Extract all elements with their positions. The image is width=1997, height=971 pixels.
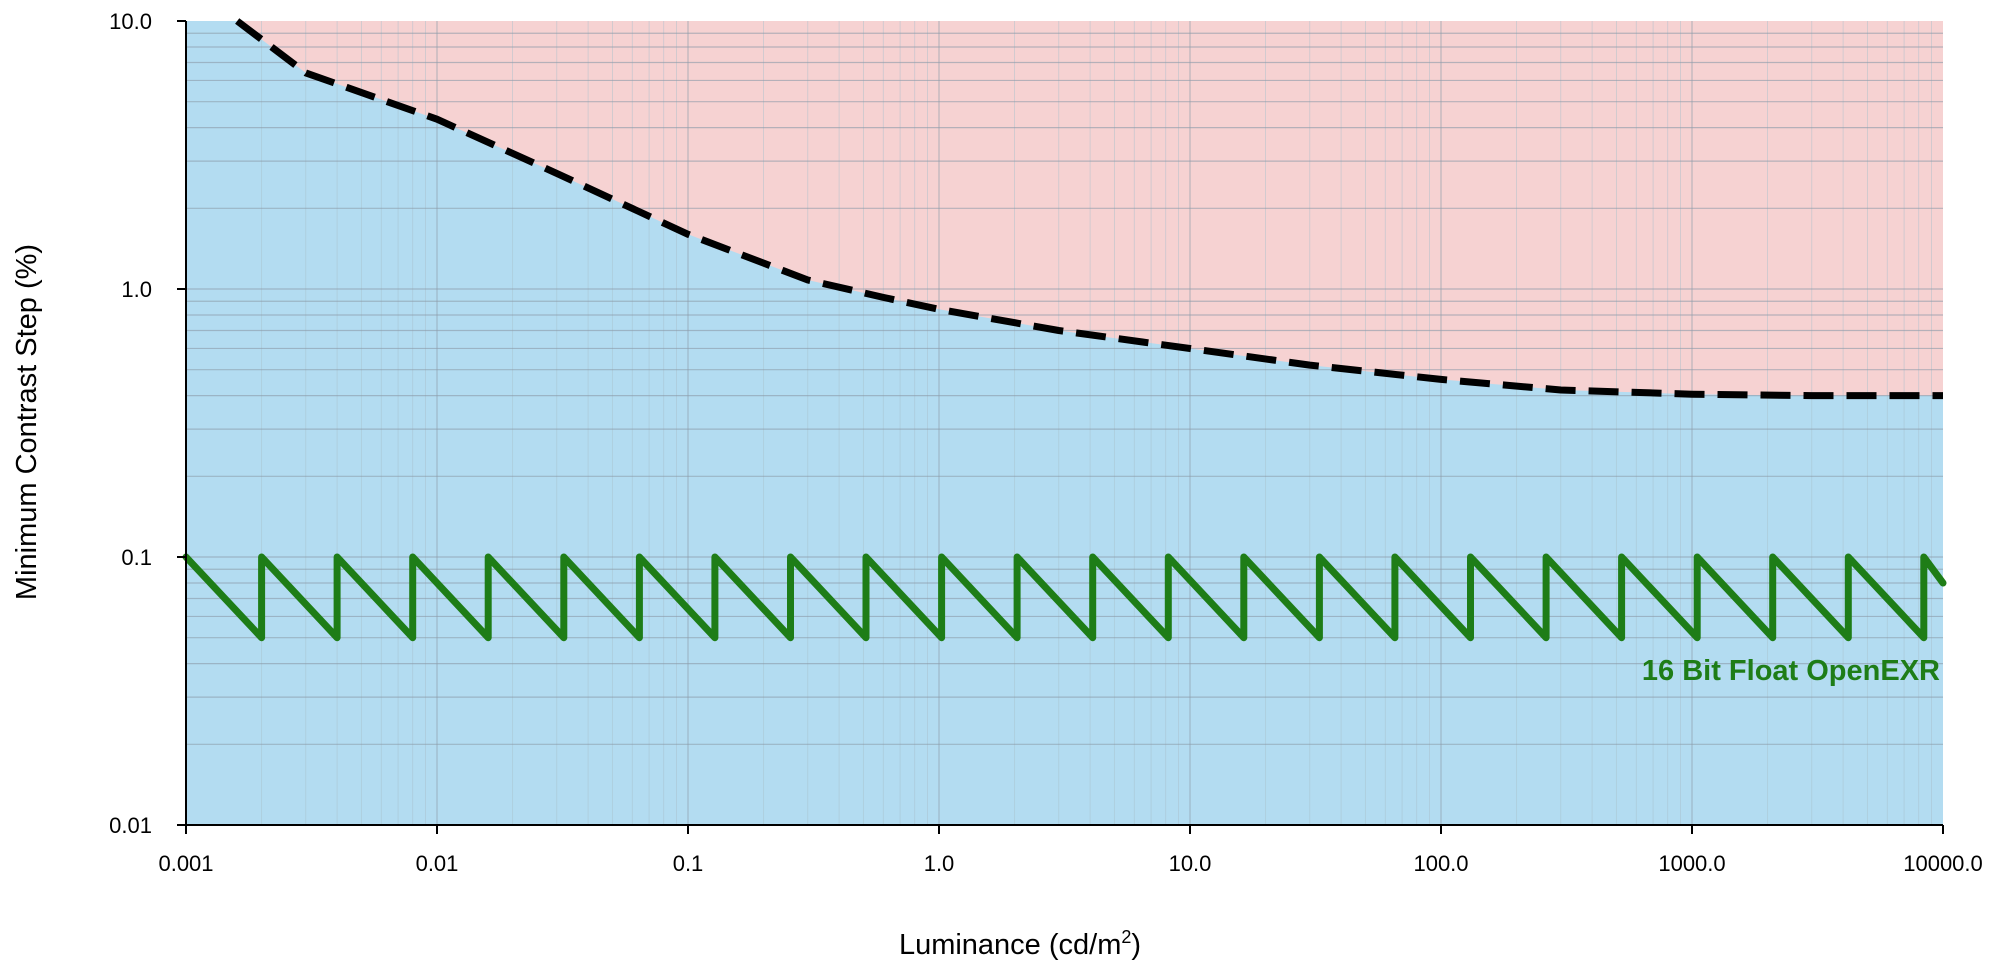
chart-curves <box>182 18 1947 642</box>
y-axis-title: Minimum Contrast Step (%) <box>11 244 43 600</box>
x-axis-title-text: Luminance (cd/m <box>899 929 1121 961</box>
x-tick-label: 0.1 <box>673 851 704 876</box>
chart-regions <box>186 21 1943 825</box>
y-tick-label: 0.01 <box>109 813 152 838</box>
y-tick-label: 1.0 <box>121 277 152 302</box>
series-label: 16 Bit Float OpenEXR <box>1642 655 1940 687</box>
x-tick-label: 1000.0 <box>1658 851 1725 876</box>
x-axis-title-suffix: ) <box>1131 929 1141 961</box>
threshold-curve <box>235 18 1943 400</box>
chart-axes <box>177 20 1944 834</box>
chart-grid <box>186 21 1943 825</box>
y-tick-label: 0.1 <box>121 545 152 570</box>
x-tick-label: 0.01 <box>416 851 459 876</box>
y-tick-label: 10.0 <box>109 9 152 34</box>
x-tick-label: 100.0 <box>1413 851 1468 876</box>
x-axis-title-superscript: 2 <box>1121 927 1131 947</box>
x-axis-title: Luminance (cd/m2) <box>899 927 1141 961</box>
x-tick-label: 10000.0 <box>1903 851 1983 876</box>
series-line-0 <box>182 553 1947 642</box>
chart-tick-labels: 0.001 0.01 0.1 1.0 10.0 100.0 1000.0 10000.00.0… <box>109 9 1983 876</box>
x-tick-label: 10.0 <box>1169 851 1212 876</box>
x-tick-label: 1.0 <box>924 851 955 876</box>
x-tick-label: 0.001 <box>158 851 213 876</box>
